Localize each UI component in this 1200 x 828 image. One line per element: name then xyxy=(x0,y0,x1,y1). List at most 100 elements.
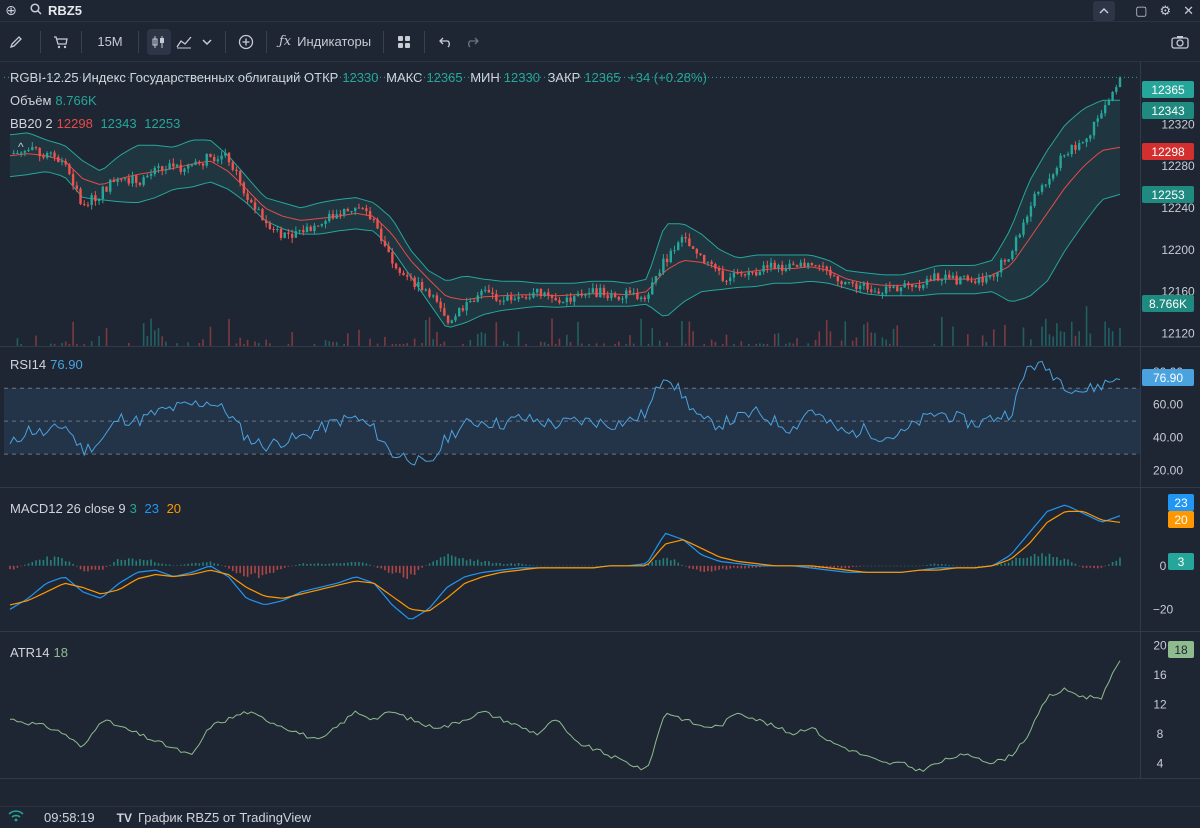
candle-body xyxy=(806,263,810,267)
candle-body xyxy=(721,270,724,281)
candle-body xyxy=(981,277,984,283)
candle-body xyxy=(328,213,331,222)
candle-body xyxy=(279,229,283,238)
candle-body xyxy=(406,275,409,277)
macd-histogram-bar xyxy=(851,565,854,567)
timeframe-button[interactable]: 15M xyxy=(97,34,123,49)
volume-bar xyxy=(257,342,260,346)
candle-body xyxy=(877,291,880,294)
window-icon[interactable]: ▢ xyxy=(1135,3,1148,18)
layout-grid-icon[interactable] xyxy=(392,29,416,55)
macd-value: 23 xyxy=(144,501,159,516)
candle-body xyxy=(513,299,517,301)
price-tick-label: 12200 xyxy=(1161,243,1195,257)
volume-bar xyxy=(239,337,241,346)
candle-body xyxy=(409,276,413,278)
candle-body xyxy=(186,165,190,169)
macd-histogram-bar xyxy=(707,565,709,572)
wifi-icon xyxy=(8,810,24,825)
add-circle-icon[interactable] xyxy=(234,29,258,55)
atr-legend[interactable]: ATR14 18 xyxy=(10,645,72,660)
candle-body xyxy=(754,272,758,276)
candle-body xyxy=(1048,178,1051,185)
candle-body xyxy=(922,284,925,289)
candle-body xyxy=(873,291,877,293)
volume-bar xyxy=(773,333,776,346)
volume-bar xyxy=(941,317,943,346)
candle-body xyxy=(502,300,505,302)
candle-body xyxy=(138,182,142,185)
candle-body xyxy=(1059,155,1062,168)
macd-histogram-bar xyxy=(146,560,149,566)
macd-histogram-bar xyxy=(551,565,553,567)
macd-histogram-bar xyxy=(246,565,249,577)
chevron-up-icon[interactable] xyxy=(1093,1,1116,21)
redo-icon[interactable] xyxy=(459,29,485,55)
macd-histogram-bar xyxy=(903,565,906,567)
macd-histogram-bar xyxy=(358,562,360,566)
volume-bar xyxy=(892,328,895,346)
volume-bar xyxy=(759,343,761,346)
volume-bar xyxy=(243,343,245,346)
cart-icon[interactable] xyxy=(49,29,73,55)
volume-bar xyxy=(985,341,988,346)
close-icon[interactable]: ✕ xyxy=(1183,3,1194,18)
candle-body xyxy=(394,263,398,269)
macd-histogram-bar xyxy=(179,564,182,566)
symbol-search[interactable]: RBZ5 xyxy=(30,3,82,18)
volume-bar xyxy=(127,342,130,346)
macd-histogram-bar xyxy=(142,560,145,566)
candle-body xyxy=(112,179,116,182)
candle-body xyxy=(870,289,873,292)
volume-legend[interactable]: Объём 8.766K xyxy=(10,93,101,108)
chart-canvas[interactable]: 1212012160122001224012280123202716:15282… xyxy=(0,62,1200,780)
pencil-icon[interactable] xyxy=(0,29,32,55)
candles-icon[interactable] xyxy=(147,28,171,55)
macd-tick-label: −20 xyxy=(1153,602,1174,616)
volume-bar xyxy=(358,329,360,346)
last-price-tag: 12365 xyxy=(1142,81,1194,98)
candle-body xyxy=(740,273,743,275)
candle-body xyxy=(907,283,910,285)
volume-bar xyxy=(150,318,152,346)
add-tab-icon[interactable]: ⊕ xyxy=(5,2,17,18)
volume-bar xyxy=(554,343,557,346)
chevron-down-icon[interactable] xyxy=(197,29,217,55)
area-chart-icon[interactable] xyxy=(171,29,197,55)
credit-text[interactable]: График RBZ5 от TradingView xyxy=(137,810,311,825)
macd-histogram-bar xyxy=(1067,559,1069,566)
indicators-button[interactable]: ƒx Индикаторы xyxy=(275,29,375,55)
volume-bar xyxy=(432,339,435,346)
volume-bar xyxy=(105,327,108,346)
rsi-legend[interactable]: RSI14 76.90 xyxy=(10,357,87,372)
macd-histogram-bar xyxy=(38,559,41,566)
undo-icon[interactable] xyxy=(433,29,459,55)
macd-histogram-bar xyxy=(573,565,576,567)
signal-tag: 20 xyxy=(1168,511,1194,528)
macd-histogram-bar xyxy=(744,565,746,569)
bb-legend[interactable]: BB20 2 12298 12343 12253 xyxy=(10,116,184,131)
macd-histogram-bar xyxy=(157,563,160,566)
volume-bar xyxy=(391,344,394,346)
macd-histogram-bar xyxy=(514,563,516,566)
macd-histogram-bar xyxy=(829,565,832,568)
collapse-legend-icon[interactable]: ^ xyxy=(18,140,24,154)
candle-body xyxy=(558,300,561,303)
volume-bar xyxy=(692,331,694,346)
macd-histogram-bar xyxy=(87,565,89,572)
chart-area[interactable]: 1212012160122001224012280123202716:15282… xyxy=(0,62,1200,780)
volume-bar xyxy=(796,338,798,346)
macd-histogram-bar xyxy=(751,565,754,568)
candle-body xyxy=(677,242,680,251)
macd-histogram-bar xyxy=(347,562,349,566)
rsi-label: RSI14 xyxy=(10,357,47,372)
macd-histogram-bar xyxy=(1033,553,1036,566)
camera-icon[interactable] xyxy=(1168,29,1192,55)
gear-icon[interactable]: ⚙ xyxy=(1159,3,1172,18)
macd-histogram-bar xyxy=(272,565,275,573)
candle-body xyxy=(940,279,944,281)
tradingview-logo-icon[interactable]: TV xyxy=(116,810,132,825)
candle-body xyxy=(580,293,583,296)
volume-bar xyxy=(202,339,204,346)
